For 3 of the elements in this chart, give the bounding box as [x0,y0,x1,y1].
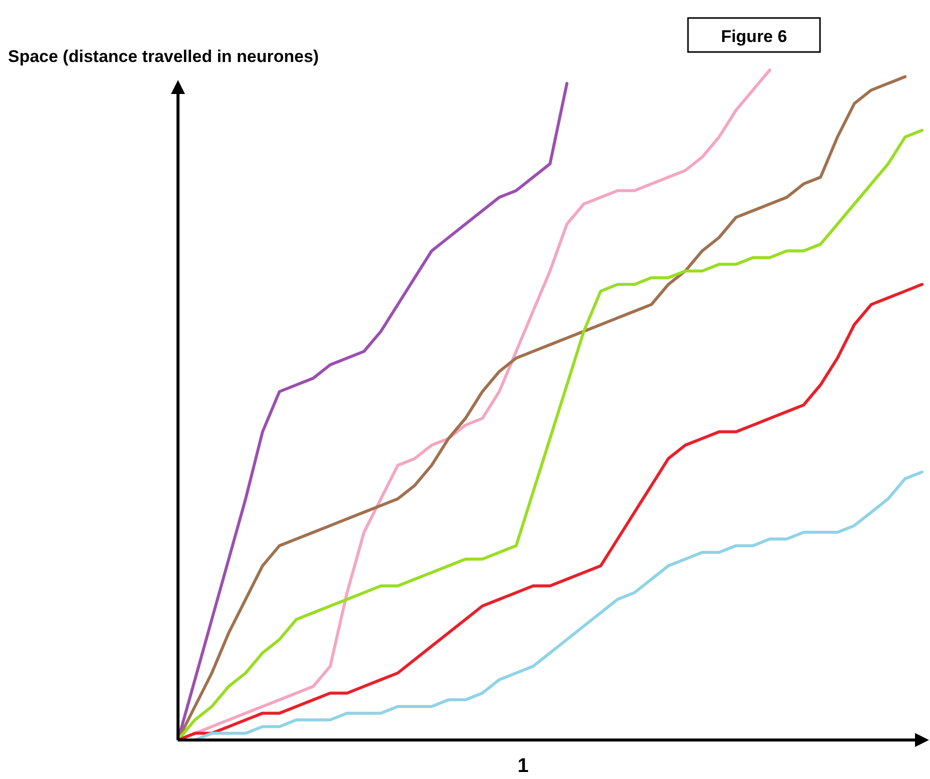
text: 1 [517,755,529,777]
y-axis-title: Space (distance travelled in neurones) [8,47,319,66]
chart-title: Figure 6 [720,27,788,46]
